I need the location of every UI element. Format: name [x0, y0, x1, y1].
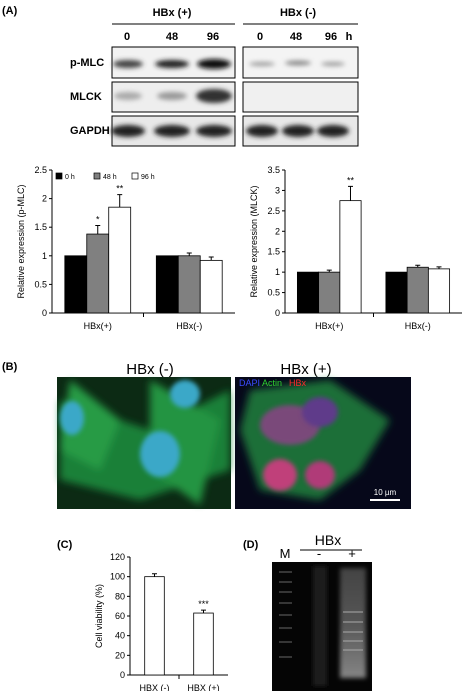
- lane-label: -: [317, 546, 321, 561]
- y-tick-label: 0.5: [267, 288, 280, 298]
- error-bar: [186, 252, 192, 256]
- error-bar: [152, 573, 157, 577]
- x-tick-label: HBX (+): [187, 683, 219, 691]
- time-label: 0: [257, 31, 263, 43]
- bar: [64, 255, 88, 314]
- gel-image: [272, 562, 372, 691]
- bar: [86, 233, 110, 314]
- significance-label: **: [347, 175, 355, 185]
- y-axis-label: Cell viability (%): [94, 584, 104, 648]
- y-tick-label: 60: [115, 611, 125, 621]
- error-bar: [95, 224, 101, 235]
- micrograph-image: [57, 377, 411, 509]
- stain-label: Actin: [262, 378, 282, 388]
- y-tick-label: 2: [42, 194, 47, 204]
- error-bar: [347, 185, 353, 201]
- legend-label: 0 h: [65, 174, 75, 181]
- error-bar: [201, 609, 206, 614]
- bar: [339, 200, 362, 314]
- panel-label: (A): [2, 5, 18, 17]
- lane-label: +: [348, 546, 356, 561]
- error-bar: [208, 256, 214, 261]
- bar: [318, 271, 341, 314]
- bar: [199, 259, 223, 314]
- scale-bar-label: 10 µm: [374, 488, 397, 497]
- bar: [144, 576, 165, 676]
- stain-label: HBx: [289, 378, 307, 388]
- panel-label: (D): [243, 539, 259, 551]
- micrograph-title: HBx (+): [280, 361, 331, 378]
- x-tick-label: HBx(+): [84, 321, 112, 331]
- time-label: 48: [166, 31, 178, 43]
- y-tick-label: 2.5: [34, 165, 47, 175]
- bar: [406, 266, 429, 314]
- bar: [296, 271, 320, 314]
- x-tick-label: HBx(+): [315, 321, 343, 331]
- y-tick-label: 2: [275, 226, 280, 236]
- y-tick-label: 1: [42, 251, 47, 261]
- y-axis-label: Relative expression (p-MLC): [16, 184, 26, 298]
- y-tick-label: 1.5: [34, 222, 47, 232]
- x-tick-label: HBx(-): [405, 321, 431, 331]
- row-label: GAPDH: [70, 125, 110, 137]
- error-bar: [326, 269, 332, 273]
- panel-label: (B): [2, 361, 18, 373]
- time-label: 96: [207, 31, 219, 43]
- y-tick-label: 0: [275, 308, 280, 318]
- bar: [108, 206, 132, 314]
- group-label: HBx (+): [153, 7, 192, 19]
- y-tick-label: 120: [110, 552, 125, 562]
- time-label: 0: [124, 31, 130, 43]
- y-tick-label: 40: [115, 631, 125, 641]
- bar: [385, 271, 408, 314]
- legend-swatch: [55, 172, 63, 180]
- y-tick-label: 3: [275, 185, 280, 195]
- panel-label: (C): [57, 539, 73, 551]
- y-tick-label: 20: [115, 650, 125, 660]
- bar: [177, 255, 201, 314]
- y-tick-label: 100: [110, 572, 125, 582]
- y-tick-label: 80: [115, 591, 125, 601]
- significance-label: *: [96, 214, 100, 224]
- y-tick-label: 0: [42, 308, 47, 318]
- significance-label: **: [116, 184, 124, 194]
- time-label: 96: [325, 31, 337, 43]
- micrograph-title: HBx (-): [126, 361, 174, 378]
- y-tick-label: 0.5: [34, 279, 47, 289]
- legend-label: 48 h: [103, 174, 117, 181]
- stain-label: DAPI: [239, 378, 260, 388]
- row-label: MLCK: [70, 91, 102, 103]
- x-tick-label: HBX (-): [140, 683, 170, 691]
- x-tick-label: HBx(-): [176, 321, 202, 331]
- y-tick-label: 1.5: [267, 247, 280, 257]
- y-tick-label: 1: [275, 267, 280, 277]
- y-tick-label: 0: [120, 670, 125, 680]
- bar: [427, 268, 451, 314]
- lane-label: M: [280, 546, 291, 561]
- legend-label: 96 h: [141, 174, 155, 181]
- gel-title: HBx: [315, 532, 341, 548]
- error-bar: [117, 194, 123, 208]
- time-label: 48: [290, 31, 302, 43]
- y-tick-label: 2.5: [267, 206, 280, 216]
- y-tick-label: 3.5: [267, 165, 280, 175]
- row-label: p-MLC: [70, 57, 104, 69]
- significance-label: ***: [198, 599, 209, 609]
- legend-swatch: [93, 172, 101, 180]
- error-bar: [415, 264, 421, 268]
- blot-image: [111, 46, 359, 147]
- time-label: h: [346, 31, 353, 43]
- bar: [155, 255, 179, 314]
- y-axis-label: Relative expression (MLCK): [249, 185, 259, 297]
- error-bar: [436, 266, 442, 269]
- group-label: HBx (-): [280, 7, 316, 19]
- legend-swatch: [131, 172, 139, 180]
- bar: [193, 612, 214, 676]
